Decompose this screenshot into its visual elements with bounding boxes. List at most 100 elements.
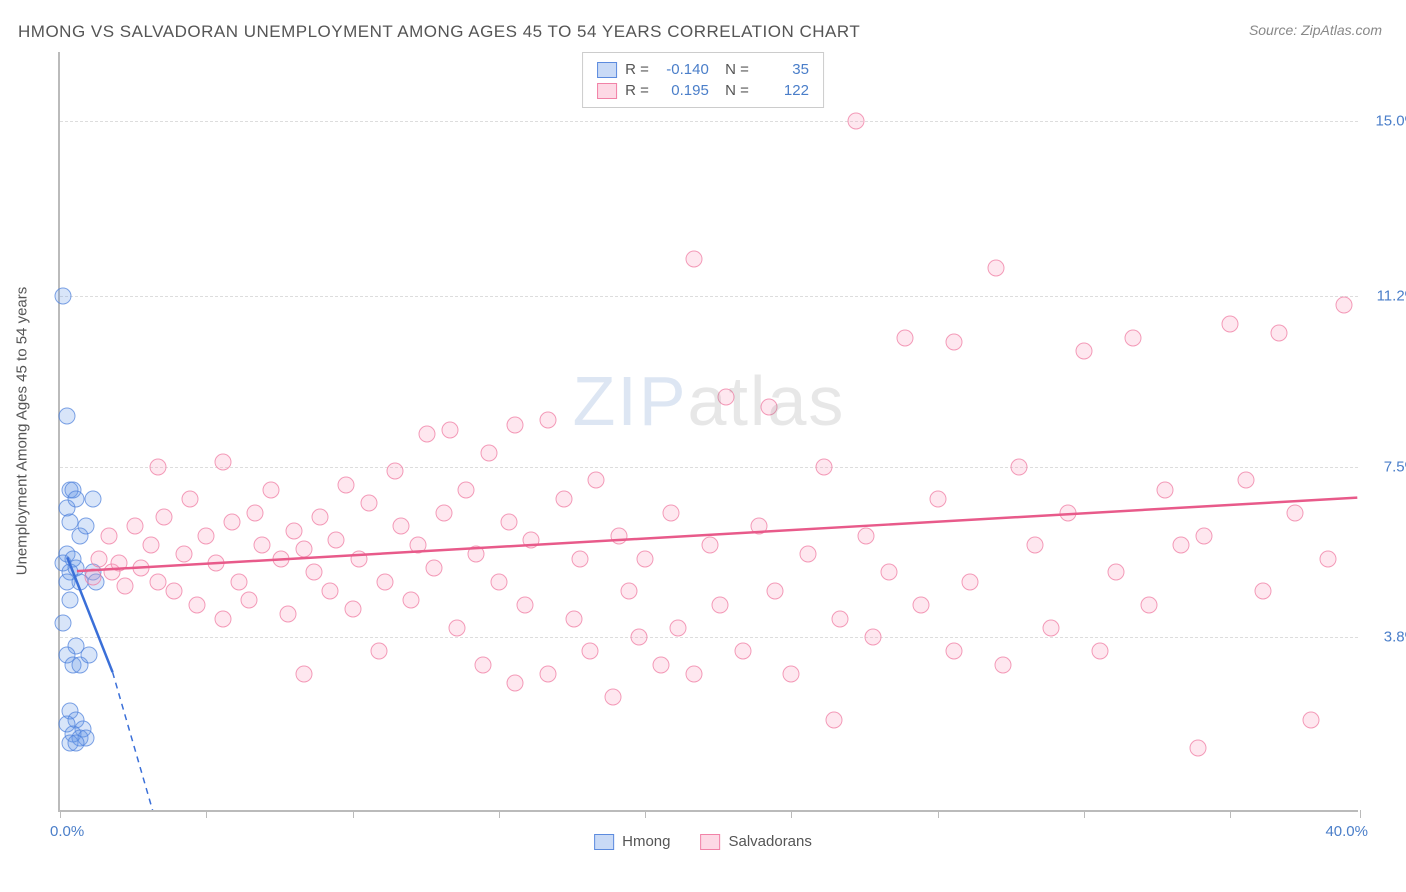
data-point	[425, 559, 442, 576]
trend-lines	[60, 52, 1358, 810]
data-point	[182, 490, 199, 507]
data-point	[55, 288, 72, 305]
data-point	[61, 592, 78, 609]
data-point	[126, 518, 143, 535]
legend-item: Hmong	[594, 833, 670, 850]
data-point	[507, 417, 524, 434]
data-point	[760, 398, 777, 415]
data-point	[344, 601, 361, 618]
legend-swatch	[594, 834, 614, 850]
data-point	[1270, 324, 1287, 341]
data-point	[468, 546, 485, 563]
legend-label: Hmong	[622, 833, 670, 850]
data-point	[240, 592, 257, 609]
data-point	[711, 596, 728, 613]
legend-row-hmong: R = -0.140 N = 35	[597, 59, 809, 80]
legend-label: Salvadorans	[728, 833, 811, 850]
data-point	[419, 426, 436, 443]
data-point	[321, 582, 338, 599]
data-point	[507, 675, 524, 692]
data-point	[734, 642, 751, 659]
gridline	[60, 296, 1358, 297]
data-point	[864, 628, 881, 645]
data-point	[1027, 536, 1044, 553]
series-legend: Hmong Salvadorans	[594, 833, 812, 850]
r-label: R =	[625, 82, 649, 99]
data-point	[328, 532, 345, 549]
data-point	[832, 610, 849, 627]
data-point	[581, 642, 598, 659]
data-point	[133, 559, 150, 576]
data-point	[1319, 550, 1336, 567]
data-point	[988, 260, 1005, 277]
watermark: ZIPatlas	[573, 361, 846, 441]
data-point	[604, 688, 621, 705]
x-tick	[938, 810, 939, 818]
data-point	[1075, 343, 1092, 360]
data-point	[149, 573, 166, 590]
data-point	[1108, 564, 1125, 581]
x-tick	[791, 810, 792, 818]
data-point	[295, 665, 312, 682]
data-point	[897, 329, 914, 346]
data-point	[1092, 642, 1109, 659]
data-point	[312, 509, 329, 526]
gridline	[60, 467, 1358, 468]
data-point	[351, 550, 368, 567]
legend-row-salvadorans: R = 0.195 N = 122	[597, 80, 809, 101]
data-point	[815, 458, 832, 475]
x-tick	[645, 810, 646, 818]
data-point	[858, 527, 875, 544]
data-point	[539, 665, 556, 682]
x-tick	[1230, 810, 1231, 818]
data-point	[448, 619, 465, 636]
data-point	[1043, 619, 1060, 636]
data-point	[1222, 315, 1239, 332]
data-point	[458, 481, 475, 498]
data-point	[338, 476, 355, 493]
chart-title: HMONG VS SALVADORAN UNEMPLOYMENT AMONG A…	[18, 22, 860, 42]
data-point	[253, 536, 270, 553]
data-point	[653, 656, 670, 673]
data-point	[214, 453, 231, 470]
y-tick-label: 7.5%	[1363, 458, 1406, 475]
data-point	[1303, 711, 1320, 728]
data-point	[1173, 536, 1190, 553]
n-label: N =	[717, 82, 749, 99]
data-point	[198, 527, 215, 544]
data-point	[718, 389, 735, 406]
x-tick	[206, 810, 207, 818]
data-point	[702, 536, 719, 553]
data-point	[156, 509, 173, 526]
n-label: N =	[717, 61, 749, 78]
data-point	[994, 656, 1011, 673]
data-point	[403, 592, 420, 609]
x-tick	[60, 810, 61, 818]
gridline	[60, 121, 1358, 122]
data-point	[295, 541, 312, 558]
data-point	[214, 610, 231, 627]
data-point	[247, 504, 264, 521]
data-point	[279, 605, 296, 622]
data-point	[149, 458, 166, 475]
data-point	[1238, 472, 1255, 489]
data-point	[750, 518, 767, 535]
correlation-legend: R = -0.140 N = 35 R = 0.195 N = 122	[582, 52, 824, 108]
data-point	[224, 513, 241, 530]
data-point	[880, 564, 897, 581]
data-point	[263, 481, 280, 498]
data-point	[1335, 297, 1352, 314]
data-point	[1157, 481, 1174, 498]
data-point	[1124, 329, 1141, 346]
data-point	[637, 550, 654, 567]
swatch-hmong	[597, 62, 617, 78]
data-point	[1010, 458, 1027, 475]
data-point	[230, 573, 247, 590]
data-point	[620, 582, 637, 599]
scatter-plot: Unemployment Among Ages 45 to 54 years 0…	[58, 52, 1358, 812]
data-point	[523, 532, 540, 549]
data-point	[945, 334, 962, 351]
data-point	[175, 546, 192, 563]
data-point	[539, 412, 556, 429]
data-point	[825, 711, 842, 728]
